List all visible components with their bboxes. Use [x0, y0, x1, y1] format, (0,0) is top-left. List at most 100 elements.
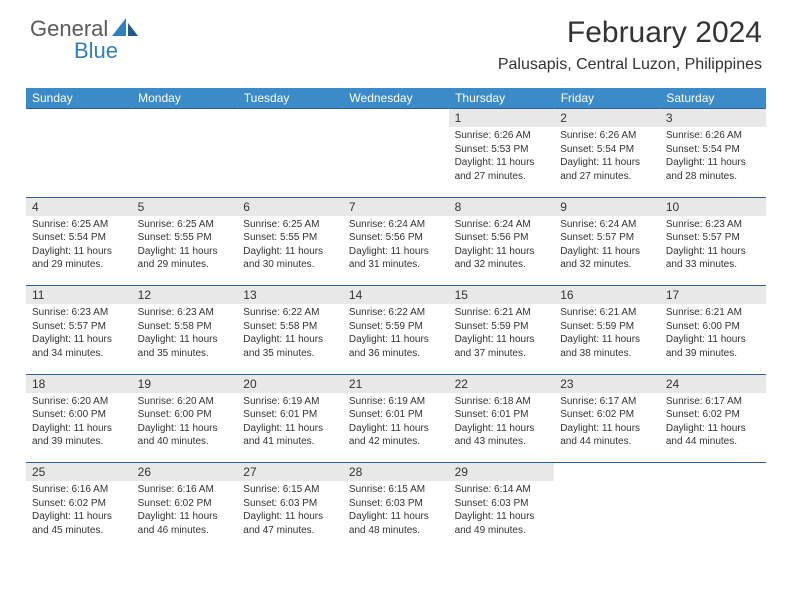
day-detail-cell: Sunrise: 6:21 AMSunset: 6:00 PMDaylight:… — [660, 304, 766, 366]
detail-row: Sunrise: 6:20 AMSunset: 6:00 PMDaylight:… — [26, 393, 766, 455]
daylight-line2: and 27 minutes. — [455, 170, 549, 184]
daylight-line1: Daylight: 11 hours — [560, 333, 654, 347]
day-detail-cell: Sunrise: 6:22 AMSunset: 5:59 PMDaylight:… — [343, 304, 449, 366]
daylight-line2: and 28 minutes. — [666, 170, 760, 184]
week-spacer — [26, 455, 766, 463]
detail-row: Sunrise: 6:26 AMSunset: 5:53 PMDaylight:… — [26, 127, 766, 189]
day-detail-cell: Sunrise: 6:23 AMSunset: 5:57 PMDaylight:… — [660, 216, 766, 278]
day-header-row: SundayMondayTuesdayWednesdayThursdayFrid… — [26, 88, 766, 109]
daylight-line2: and 40 minutes. — [138, 435, 232, 449]
daylight-line1: Daylight: 11 hours — [455, 422, 549, 436]
sunset-text: Sunset: 6:03 PM — [243, 497, 337, 511]
daylight-line1: Daylight: 11 hours — [32, 245, 126, 259]
day-detail-cell: Sunrise: 6:23 AMSunset: 5:57 PMDaylight:… — [26, 304, 132, 366]
day-detail-cell: Sunrise: 6:19 AMSunset: 6:01 PMDaylight:… — [237, 393, 343, 455]
day-detail-cell: Sunrise: 6:20 AMSunset: 6:00 PMDaylight:… — [132, 393, 238, 455]
daylight-line1: Daylight: 11 hours — [455, 245, 549, 259]
daylight-line1: Daylight: 11 hours — [243, 245, 337, 259]
sunrise-text: Sunrise: 6:23 AM — [666, 218, 760, 232]
daylight-line2: and 38 minutes. — [560, 347, 654, 361]
sunrise-text: Sunrise: 6:17 AM — [666, 395, 760, 409]
sunset-text: Sunset: 5:59 PM — [455, 320, 549, 334]
day-number-cell: 9 — [554, 197, 660, 216]
sunrise-text: Sunrise: 6:15 AM — [243, 483, 337, 497]
sunset-text: Sunset: 5:58 PM — [243, 320, 337, 334]
day-header: Tuesday — [237, 88, 343, 109]
sunrise-text: Sunrise: 6:15 AM — [349, 483, 443, 497]
sunrise-text: Sunrise: 6:22 AM — [349, 306, 443, 320]
daylight-line2: and 39 minutes. — [32, 435, 126, 449]
day-detail-cell: Sunrise: 6:17 AMSunset: 6:02 PMDaylight:… — [660, 393, 766, 455]
sunset-text: Sunset: 5:56 PM — [349, 231, 443, 245]
sunrise-text: Sunrise: 6:22 AM — [243, 306, 337, 320]
day-detail-cell — [343, 127, 449, 189]
daylight-line2: and 36 minutes. — [349, 347, 443, 361]
sunrise-text: Sunrise: 6:25 AM — [32, 218, 126, 232]
sunset-text: Sunset: 6:01 PM — [349, 408, 443, 422]
sunset-text: Sunset: 5:54 PM — [666, 143, 760, 157]
day-number-cell: 17 — [660, 286, 766, 305]
sunset-text: Sunset: 5:57 PM — [666, 231, 760, 245]
daylight-line1: Daylight: 11 hours — [666, 333, 760, 347]
detail-row: Sunrise: 6:25 AMSunset: 5:54 PMDaylight:… — [26, 216, 766, 278]
day-number-cell: 28 — [343, 463, 449, 482]
sunrise-text: Sunrise: 6:19 AM — [243, 395, 337, 409]
calendar-table: SundayMondayTuesdayWednesdayThursdayFrid… — [26, 88, 766, 543]
day-number-cell — [660, 463, 766, 482]
day-detail-cell: Sunrise: 6:25 AMSunset: 5:54 PMDaylight:… — [26, 216, 132, 278]
day-header: Sunday — [26, 88, 132, 109]
day-number-cell: 6 — [237, 197, 343, 216]
week-spacer — [26, 278, 766, 286]
day-detail-cell: Sunrise: 6:24 AMSunset: 5:56 PMDaylight:… — [343, 216, 449, 278]
sunset-text: Sunset: 6:01 PM — [455, 408, 549, 422]
daylight-line1: Daylight: 11 hours — [32, 333, 126, 347]
daylight-line1: Daylight: 11 hours — [666, 245, 760, 259]
sunset-text: Sunset: 6:01 PM — [243, 408, 337, 422]
day-detail-cell: Sunrise: 6:14 AMSunset: 6:03 PMDaylight:… — [449, 481, 555, 543]
daylight-line2: and 39 minutes. — [666, 347, 760, 361]
day-number-cell: 8 — [449, 197, 555, 216]
daynum-row: 2526272829 — [26, 463, 766, 482]
day-number-cell: 14 — [343, 286, 449, 305]
sunset-text: Sunset: 5:56 PM — [455, 231, 549, 245]
day-detail-cell — [132, 127, 238, 189]
daylight-line1: Daylight: 11 hours — [560, 422, 654, 436]
day-number-cell: 4 — [26, 197, 132, 216]
daylight-line2: and 33 minutes. — [666, 258, 760, 272]
day-number-cell: 20 — [237, 374, 343, 393]
logo: General Blue — [30, 16, 138, 64]
sunrise-text: Sunrise: 6:16 AM — [138, 483, 232, 497]
daylight-line1: Daylight: 11 hours — [349, 422, 443, 436]
month-title: February 2024 — [498, 16, 762, 50]
day-number-cell: 13 — [237, 286, 343, 305]
sunrise-text: Sunrise: 6:24 AM — [349, 218, 443, 232]
day-detail-cell: Sunrise: 6:23 AMSunset: 5:58 PMDaylight:… — [132, 304, 238, 366]
day-detail-cell: Sunrise: 6:19 AMSunset: 6:01 PMDaylight:… — [343, 393, 449, 455]
title-block: February 2024 Palusapis, Central Luzon, … — [498, 16, 762, 74]
sunset-text: Sunset: 6:03 PM — [349, 497, 443, 511]
sunset-text: Sunset: 5:55 PM — [243, 231, 337, 245]
daylight-line1: Daylight: 11 hours — [138, 422, 232, 436]
sunrise-text: Sunrise: 6:26 AM — [560, 129, 654, 143]
sunrise-text: Sunrise: 6:25 AM — [138, 218, 232, 232]
sunset-text: Sunset: 5:59 PM — [349, 320, 443, 334]
sunset-text: Sunset: 6:00 PM — [32, 408, 126, 422]
day-detail-cell: Sunrise: 6:25 AMSunset: 5:55 PMDaylight:… — [237, 216, 343, 278]
day-number-cell: 24 — [660, 374, 766, 393]
daylight-line1: Daylight: 11 hours — [560, 156, 654, 170]
day-detail-cell: Sunrise: 6:26 AMSunset: 5:54 PMDaylight:… — [660, 127, 766, 189]
daylight-line1: Daylight: 11 hours — [560, 245, 654, 259]
sunset-text: Sunset: 6:02 PM — [560, 408, 654, 422]
daylight-line2: and 35 minutes. — [243, 347, 337, 361]
daylight-line1: Daylight: 11 hours — [666, 422, 760, 436]
daynum-row: 11121314151617 — [26, 286, 766, 305]
daylight-line1: Daylight: 11 hours — [455, 333, 549, 347]
sunset-text: Sunset: 5:57 PM — [560, 231, 654, 245]
daylight-line2: and 43 minutes. — [455, 435, 549, 449]
sunrise-text: Sunrise: 6:17 AM — [560, 395, 654, 409]
daylight-line1: Daylight: 11 hours — [138, 333, 232, 347]
sunset-text: Sunset: 5:59 PM — [560, 320, 654, 334]
week-spacer — [26, 366, 766, 374]
day-detail-cell: Sunrise: 6:15 AMSunset: 6:03 PMDaylight:… — [343, 481, 449, 543]
sunrise-text: Sunrise: 6:23 AM — [138, 306, 232, 320]
